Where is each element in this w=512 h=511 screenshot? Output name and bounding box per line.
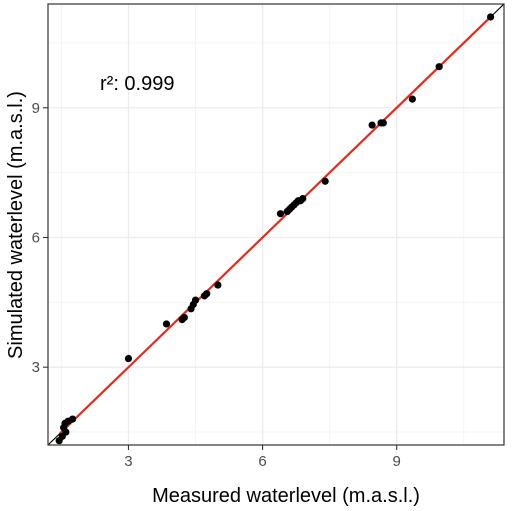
data-point xyxy=(368,121,376,129)
data-point xyxy=(321,177,329,185)
fit-line xyxy=(59,16,492,435)
data-point xyxy=(62,428,70,436)
plot-border xyxy=(47,3,505,446)
data-point xyxy=(299,194,307,203)
x-tick-label: 6 xyxy=(258,453,266,470)
data-point xyxy=(191,296,200,304)
y-axis-ticks: 3 6 9 xyxy=(32,100,48,376)
y-tick-label: 6 xyxy=(32,229,40,246)
y-tick-label: 9 xyxy=(32,100,40,117)
data-point xyxy=(162,320,171,328)
data-point xyxy=(379,119,387,127)
x-tick-label: 3 xyxy=(124,453,132,470)
x-axis-title: Measured waterlevel (m.a.s.l.) xyxy=(152,485,420,507)
data-point xyxy=(214,281,222,289)
data-point xyxy=(276,210,285,218)
x-tick-label: 9 xyxy=(393,453,401,470)
data-points xyxy=(55,13,495,445)
data-point xyxy=(435,63,443,71)
major-gridlines xyxy=(48,4,504,445)
data-point xyxy=(486,13,495,21)
data-point xyxy=(180,313,188,322)
y-tick-label: 3 xyxy=(32,359,40,376)
data-point xyxy=(124,354,133,363)
minor-gridlines xyxy=(48,4,504,445)
r-squared-annotation: r²: 0.999 xyxy=(100,73,174,95)
reference-lines xyxy=(47,3,505,446)
y-axis-title: Simulated waterlevel (m.a.s.l.) xyxy=(5,91,27,359)
data-point xyxy=(68,415,77,423)
data-point xyxy=(203,290,211,298)
data-point xyxy=(408,95,416,103)
x-axis-ticks: 3 6 9 xyxy=(124,445,401,470)
